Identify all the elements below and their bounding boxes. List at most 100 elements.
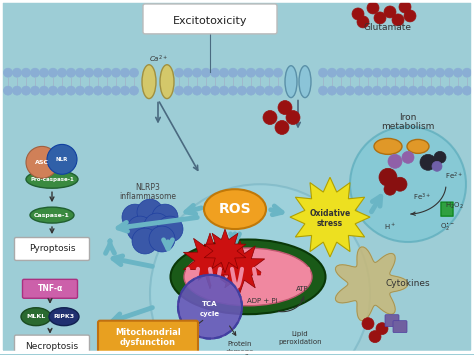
Circle shape — [26, 146, 58, 178]
Circle shape — [391, 86, 400, 95]
Circle shape — [357, 16, 369, 28]
Circle shape — [84, 86, 93, 95]
Circle shape — [369, 331, 381, 343]
Text: H$_2$O$_2$: H$_2$O$_2$ — [445, 201, 464, 211]
Text: Oxidative: Oxidative — [310, 209, 351, 218]
Ellipse shape — [26, 170, 78, 188]
Text: ADP + Pi: ADP + Pi — [247, 298, 277, 304]
Circle shape — [111, 86, 120, 95]
Circle shape — [463, 68, 472, 77]
Circle shape — [273, 86, 283, 95]
Ellipse shape — [49, 308, 79, 326]
Circle shape — [374, 12, 386, 24]
Circle shape — [376, 323, 388, 335]
Circle shape — [219, 68, 228, 77]
Polygon shape — [183, 233, 237, 289]
Circle shape — [66, 68, 75, 77]
Circle shape — [286, 110, 300, 125]
Circle shape — [355, 68, 364, 77]
Circle shape — [264, 68, 273, 77]
Text: DNA: DNA — [178, 331, 193, 337]
Circle shape — [346, 86, 355, 95]
Circle shape — [399, 1, 411, 13]
Circle shape — [434, 151, 446, 163]
Circle shape — [127, 216, 153, 242]
Circle shape — [129, 86, 138, 95]
Text: RIPK3: RIPK3 — [54, 314, 74, 319]
Text: TNF-α: TNF-α — [37, 284, 63, 293]
Ellipse shape — [299, 66, 311, 98]
FancyBboxPatch shape — [15, 335, 90, 355]
Text: Fe$^{3+}$: Fe$^{3+}$ — [413, 192, 431, 203]
Circle shape — [255, 68, 264, 77]
FancyBboxPatch shape — [385, 315, 399, 327]
Text: damage: damage — [226, 349, 254, 355]
Text: O$_2^{\bullet-}$: O$_2^{\bullet-}$ — [440, 221, 456, 233]
Circle shape — [192, 68, 201, 77]
Circle shape — [30, 68, 39, 77]
Circle shape — [404, 10, 416, 22]
Circle shape — [237, 68, 246, 77]
Circle shape — [392, 14, 404, 26]
Text: NLRP3: NLRP3 — [136, 183, 160, 192]
Circle shape — [388, 154, 402, 168]
Circle shape — [246, 86, 255, 95]
Circle shape — [275, 120, 289, 135]
Circle shape — [178, 275, 242, 339]
Polygon shape — [336, 247, 408, 321]
FancyBboxPatch shape — [22, 279, 78, 298]
Circle shape — [174, 68, 183, 77]
Circle shape — [21, 68, 30, 77]
Circle shape — [137, 199, 163, 225]
Text: Glutamate: Glutamate — [364, 23, 412, 32]
Text: metabolism: metabolism — [381, 122, 435, 131]
Circle shape — [120, 86, 129, 95]
Circle shape — [264, 86, 273, 95]
Circle shape — [120, 68, 129, 77]
FancyBboxPatch shape — [393, 321, 407, 333]
Circle shape — [319, 68, 328, 77]
Circle shape — [409, 86, 418, 95]
Ellipse shape — [204, 189, 266, 229]
Circle shape — [219, 86, 228, 95]
Circle shape — [362, 318, 374, 330]
Circle shape — [402, 151, 414, 163]
Circle shape — [328, 68, 337, 77]
Circle shape — [463, 86, 472, 95]
Circle shape — [355, 86, 364, 95]
Circle shape — [384, 183, 396, 195]
Circle shape — [122, 204, 148, 230]
Ellipse shape — [285, 66, 297, 98]
Text: Protein: Protein — [228, 340, 252, 346]
Polygon shape — [204, 229, 246, 273]
Circle shape — [21, 86, 30, 95]
Circle shape — [228, 86, 237, 95]
Circle shape — [152, 204, 178, 230]
Circle shape — [427, 86, 436, 95]
Text: Pro-caspase-1: Pro-caspase-1 — [30, 177, 74, 182]
Circle shape — [57, 68, 66, 77]
Text: MLKL: MLKL — [27, 314, 46, 319]
Circle shape — [454, 86, 463, 95]
Circle shape — [255, 86, 264, 95]
Circle shape — [75, 68, 84, 77]
Circle shape — [47, 144, 77, 174]
Circle shape — [157, 216, 183, 242]
Circle shape — [436, 86, 445, 95]
Text: Excitotoxicity: Excitotoxicity — [173, 16, 247, 26]
Circle shape — [427, 68, 436, 77]
Circle shape — [129, 68, 138, 77]
Text: H$^+$: H$^+$ — [384, 222, 396, 232]
Circle shape — [66, 86, 75, 95]
Circle shape — [263, 110, 277, 125]
FancyBboxPatch shape — [98, 321, 198, 353]
Circle shape — [384, 6, 396, 18]
Circle shape — [373, 68, 382, 77]
Text: ROS: ROS — [219, 202, 251, 216]
Circle shape — [364, 68, 373, 77]
Text: inflammasome: inflammasome — [119, 192, 176, 201]
Circle shape — [102, 86, 111, 95]
Circle shape — [48, 86, 57, 95]
Circle shape — [192, 86, 201, 95]
Circle shape — [373, 86, 382, 95]
